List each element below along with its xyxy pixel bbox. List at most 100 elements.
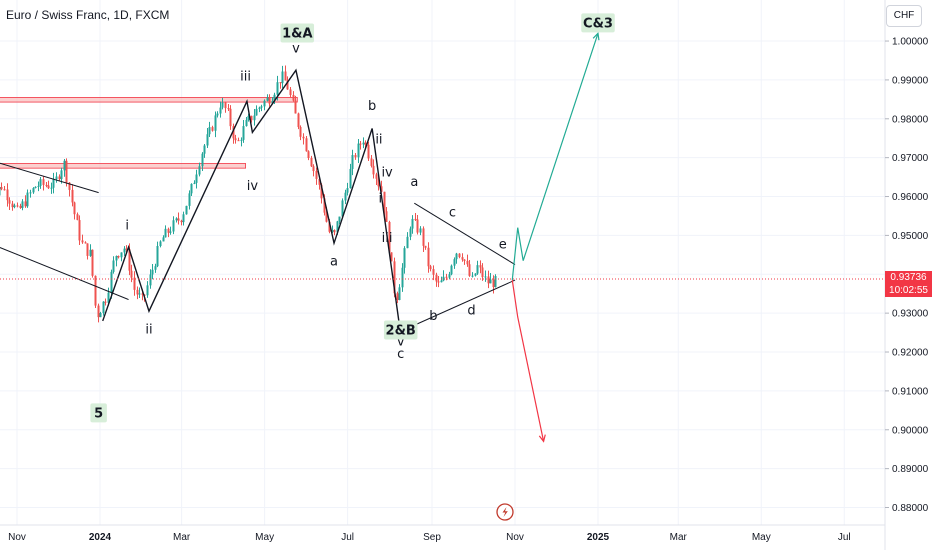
wave-label: b xyxy=(368,99,376,114)
candle-body xyxy=(203,145,206,154)
candle-body xyxy=(419,228,422,233)
candle-body xyxy=(427,247,430,267)
candle-body xyxy=(268,97,271,104)
candle-body xyxy=(240,139,243,141)
candle-body xyxy=(354,155,357,158)
lightning-icon[interactable] xyxy=(496,503,514,521)
bar-countdown: 10:02:55 xyxy=(889,285,928,296)
candle-body xyxy=(411,218,414,229)
candle-body xyxy=(299,127,302,137)
candle-body xyxy=(383,191,386,212)
candle-body xyxy=(146,285,149,296)
candle-body xyxy=(13,205,16,208)
candle-body xyxy=(250,115,253,121)
candle-body xyxy=(484,276,487,278)
candle-body xyxy=(229,108,232,127)
candle-body xyxy=(167,228,170,233)
candle-body xyxy=(247,115,250,120)
candle-body xyxy=(175,218,178,221)
candle-body xyxy=(344,192,347,201)
candle-body xyxy=(81,240,84,243)
candle-body xyxy=(42,179,45,185)
candle-body xyxy=(307,151,310,158)
candle-body xyxy=(346,188,349,193)
projection-arrowhead xyxy=(592,31,600,41)
candle-body xyxy=(29,192,32,194)
candle-body xyxy=(463,259,466,261)
candle-body xyxy=(193,182,196,184)
currency-button[interactable]: CHF xyxy=(886,5,922,27)
wave-label: b xyxy=(429,309,437,324)
candle-body xyxy=(481,267,484,278)
candle-body xyxy=(281,71,284,84)
candle-body xyxy=(380,186,383,192)
x-tick-label: 2025 xyxy=(587,532,610,543)
wave-label: iv xyxy=(247,179,259,194)
candle-body xyxy=(325,212,328,222)
candle-body xyxy=(201,153,204,167)
wave-label: iii xyxy=(240,70,251,85)
candle-body xyxy=(55,176,58,180)
candle-body xyxy=(242,126,245,140)
resistance-zone xyxy=(0,97,298,103)
candle-body xyxy=(390,252,393,262)
candle-body xyxy=(362,142,365,145)
candle-body xyxy=(474,273,477,276)
candle-body xyxy=(52,179,55,188)
candle-body xyxy=(97,305,100,318)
degree-label-badge xyxy=(383,320,418,340)
candle-body xyxy=(94,275,97,306)
candle-body xyxy=(0,186,3,190)
candle-body xyxy=(351,155,354,169)
degree-label: C&3 xyxy=(583,16,613,31)
price-axis[interactable]: 1.00000 0.99000 0.98000 0.97000 0.96000 0.950… xyxy=(885,37,929,514)
wave-label: c xyxy=(397,347,404,362)
candle-body xyxy=(284,71,287,81)
trendline xyxy=(414,202,516,265)
candle-body xyxy=(180,220,183,223)
bearish-projection-path xyxy=(511,280,545,442)
candle-body xyxy=(117,255,120,258)
candle-body xyxy=(89,249,92,256)
candle-body xyxy=(364,142,367,145)
candle-body xyxy=(26,192,29,207)
candle-body xyxy=(489,279,492,284)
candle-body xyxy=(258,107,261,109)
candle-body xyxy=(24,201,27,207)
candle-body xyxy=(84,242,87,244)
candle-body xyxy=(310,157,313,167)
candle-body xyxy=(461,257,464,260)
candle-body xyxy=(227,108,230,110)
candle-body xyxy=(138,293,141,295)
candle-body xyxy=(445,276,448,278)
wave-label: v xyxy=(292,42,300,57)
candle-body xyxy=(442,276,445,281)
candle-body xyxy=(312,166,315,172)
candle-body xyxy=(58,176,61,180)
time-axis[interactable]: Nov 2024 Mar May Jul Sep Nov 2025 Mar May Jul xyxy=(8,532,851,543)
y-tick-label: 0.92000 xyxy=(892,348,929,359)
candle-body xyxy=(315,171,318,179)
wave-label: a xyxy=(410,175,418,190)
degree-label: 1&A xyxy=(282,27,312,42)
candle-body xyxy=(450,265,453,275)
candle-body xyxy=(289,89,292,96)
candle-body xyxy=(234,138,237,141)
wave-label: c xyxy=(449,206,456,221)
wave-label: i xyxy=(125,219,129,234)
x-tick-label: Mar xyxy=(173,532,191,543)
x-tick-label: Jul xyxy=(838,532,851,543)
candle-body xyxy=(453,259,456,266)
candle-body xyxy=(388,221,391,253)
candle-body xyxy=(63,160,66,171)
candle-body xyxy=(32,188,35,193)
candle-body xyxy=(286,80,289,90)
candle-body xyxy=(188,193,191,206)
candle-body xyxy=(396,293,399,301)
candle-body xyxy=(149,274,152,286)
candle-body xyxy=(172,220,175,232)
candle-body xyxy=(156,246,159,267)
candle-body xyxy=(208,127,211,135)
candle-body xyxy=(39,179,42,186)
